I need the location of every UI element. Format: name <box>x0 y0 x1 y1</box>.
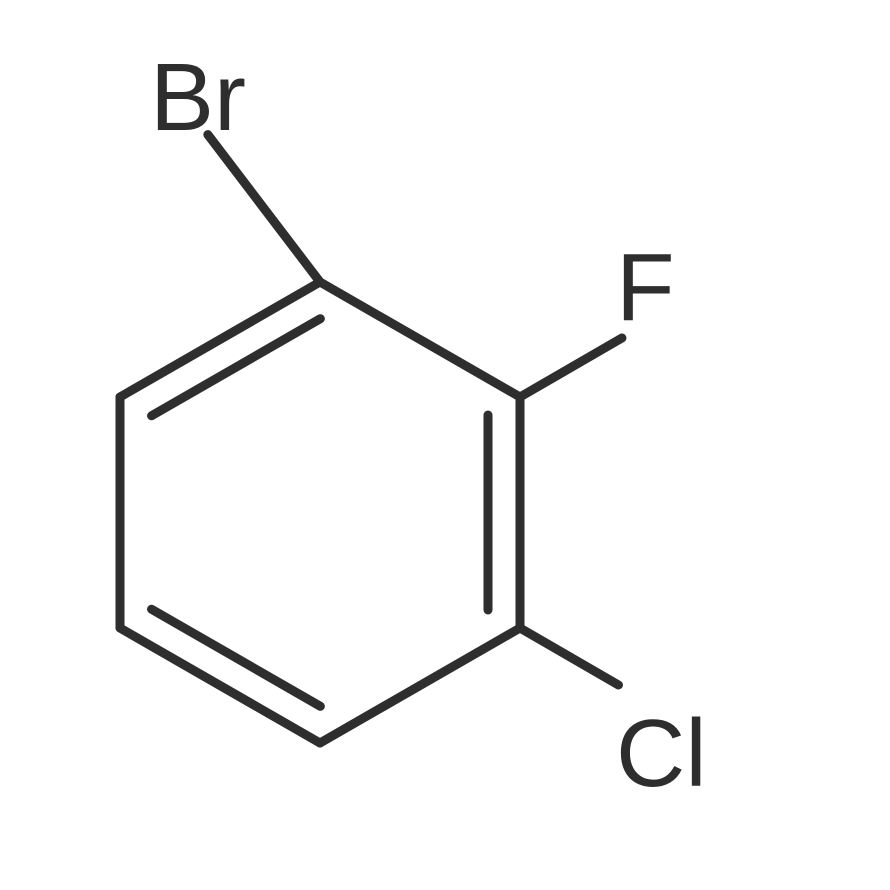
br-label: Br <box>150 44 246 151</box>
molecule-diagram: Br F Cl <box>0 0 890 890</box>
f-label: F <box>616 234 675 341</box>
cl-label: Cl <box>616 700 707 807</box>
